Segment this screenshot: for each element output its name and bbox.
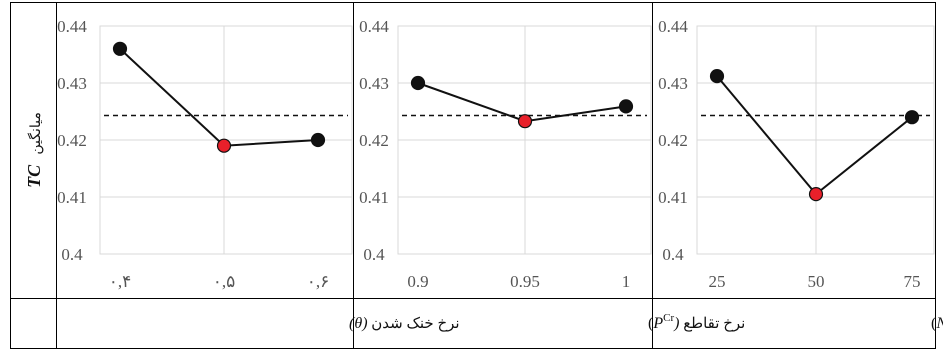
y-tick-label: 0.42	[359, 131, 389, 150]
panel-3: 0.4 0.41 0.42 0.43 0.44 25 50 75	[658, 17, 935, 291]
table-frame	[10, 2, 936, 349]
y-tick-label: 0.42	[658, 131, 688, 150]
panel-2: 0.4 0.41 0.42 0.43 0.44 0.9 0.95 1	[359, 17, 652, 291]
data-point-min	[517, 114, 533, 129]
caption-text: نرخ خنک شدن	[368, 316, 460, 332]
y-tick-label: 0.42	[57, 131, 87, 150]
panel-caption-1: نرخ خنک شدن (θ)	[349, 315, 460, 332]
caption-close: )	[931, 315, 936, 332]
series-line	[716, 75, 913, 196]
y-tick-label: 0.4	[363, 245, 385, 264]
data-point	[410, 75, 426, 91]
chart-panels: 0.40.410.420.430.44۰,۴ ۰,۵ ۰,۶0.40.410.420…	[57, 17, 935, 291]
y-tick-label: 0.4	[662, 245, 684, 264]
caption-symbol: (N	[935, 315, 943, 332]
data-point	[618, 99, 634, 114]
panel-1: 0.4 0.41 0.42 0.43 0.44 ۰,۴ ۰,۵ ۰,۶	[57, 17, 353, 291]
panel-caption-3: اندازه جمعیت (NPop)	[931, 312, 943, 332]
x-tick-label: ۰,۶	[307, 272, 330, 291]
y-axis-text: میانگین	[27, 112, 44, 155]
caption-symbol: (θ)	[349, 315, 368, 332]
caption-superscript: Cr	[663, 312, 674, 324]
data-point	[709, 69, 725, 84]
x-tick-label: ۰,۵	[213, 272, 236, 291]
y-axis-label: TC میانگین	[24, 112, 44, 188]
y-axis-symbol: TC	[24, 164, 44, 188]
y-tick-label: 0.44	[658, 17, 688, 36]
y-tick-label: 0.44	[57, 17, 87, 36]
y-tick-label: 0.41	[57, 188, 87, 207]
caption-text: نرخ تقاطع	[679, 316, 745, 332]
y-tick-label: 0.4	[61, 245, 83, 264]
x-tick-label: 1	[622, 272, 631, 291]
panel-caption-2: نرخ تقاطع (PCr)	[648, 312, 745, 332]
y-tick-label: 0.43	[359, 74, 389, 93]
x-tick-label: 0.9	[407, 272, 428, 291]
y-tick-label: 0.43	[658, 74, 688, 93]
x-tick-label: 50	[808, 272, 825, 291]
x-tick-label: 25	[709, 272, 726, 291]
y-tick-label: 0.43	[57, 74, 87, 93]
data-point	[310, 132, 326, 148]
data-point	[904, 110, 920, 125]
x-tick-label: 0.95	[510, 272, 540, 291]
data-point-min	[216, 138, 232, 153]
y-tick-label: 0.44	[359, 17, 389, 36]
x-tick-label: 75	[904, 272, 921, 291]
series-line	[119, 48, 319, 147]
x-tick-label: ۰,۴	[109, 272, 132, 291]
panel-captions: نرخ خنک شدن (θ) نرخ تقاطع (PCr) اندازه جمع…	[349, 312, 943, 332]
y-tick-label: 0.41	[658, 188, 688, 207]
y-tick-label: 0.41	[359, 188, 389, 207]
data-point	[112, 41, 128, 56]
data-point-min	[808, 187, 824, 202]
caption-close: )	[648, 315, 653, 332]
